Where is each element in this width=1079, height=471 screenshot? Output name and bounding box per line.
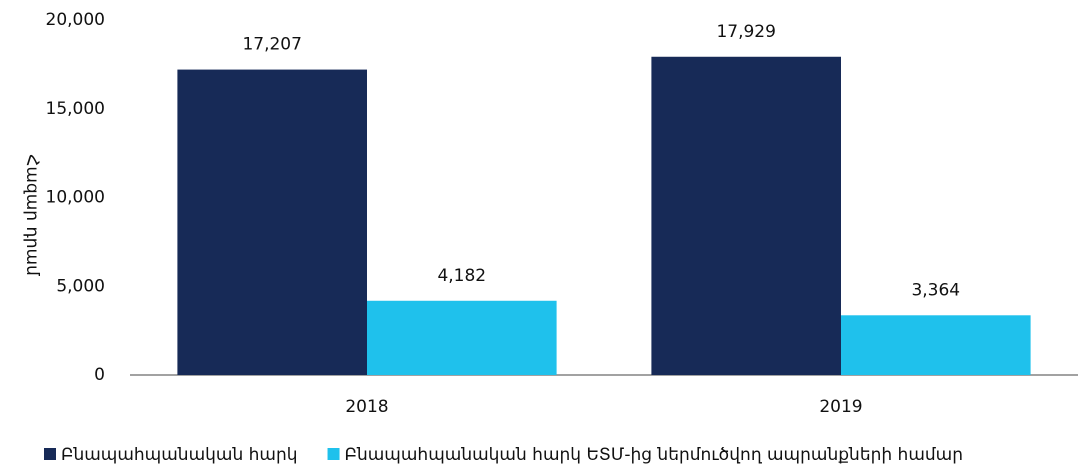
bar [177,69,367,376]
bar [841,315,1031,375]
legend-marker [327,448,340,460]
legend-label: Բնապահպանական հարկ ԵՏՄ-ից ներմուծվող ապր… [345,445,963,465]
bar [651,56,841,375]
value-label: 17,207 [242,35,301,55]
legend-marker [44,448,56,460]
legend-label: Բնապահպանական հարկ [61,445,298,465]
y-tick-label: 20,000 [46,10,105,30]
x-tick-label: 2019 [819,397,862,417]
value-label: 17,929 [716,22,775,42]
x-tick-label: 2018 [345,397,388,417]
y-tick-label: 15,000 [46,99,105,119]
y-tick-label: 5,000 [56,276,105,296]
bar [367,300,557,375]
value-label: 3,364 [911,280,960,300]
value-label: 4,182 [437,266,486,286]
y-axis-label: Հազար դրամ [22,154,42,276]
y-tick-label: 10,000 [46,188,105,208]
y-tick-label: 0 [94,365,105,385]
